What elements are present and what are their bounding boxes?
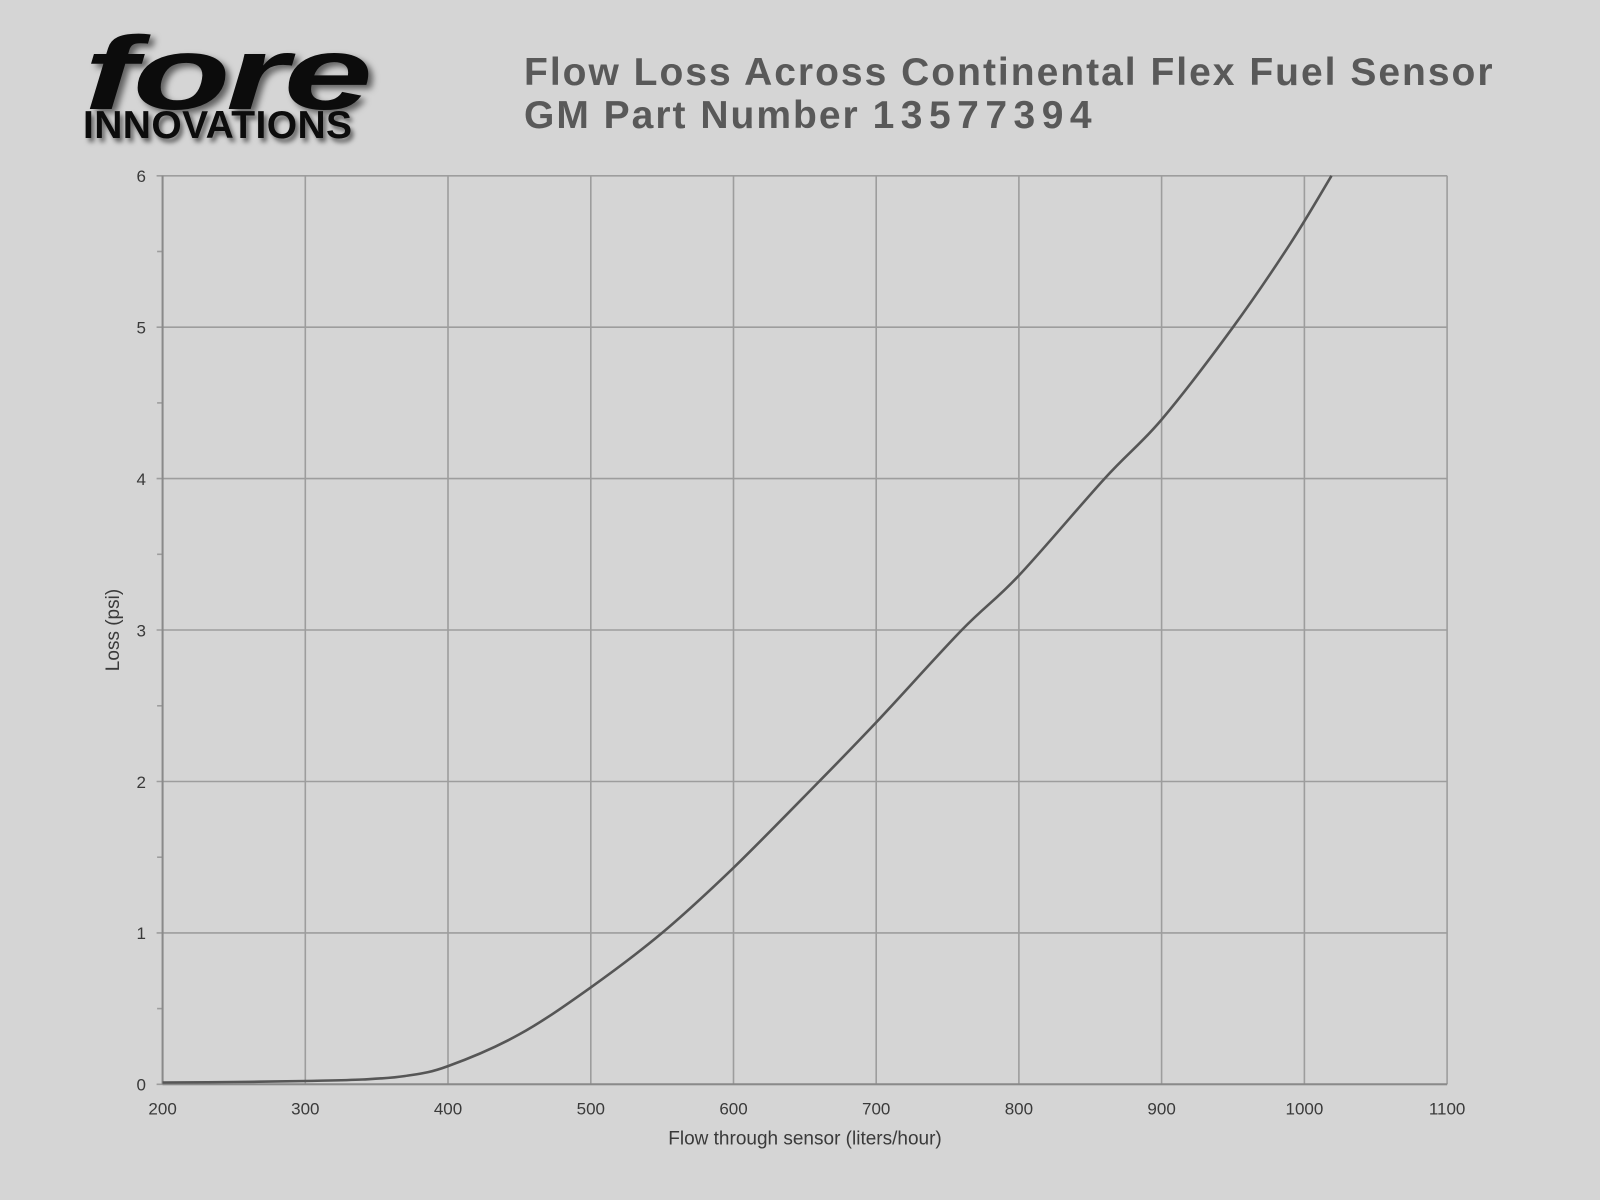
svg-text:400: 400 (434, 1100, 462, 1119)
svg-text:6: 6 (137, 167, 146, 186)
svg-text:Loss (psi): Loss (psi) (103, 589, 124, 671)
svg-text:3: 3 (137, 621, 146, 640)
svg-text:2: 2 (137, 773, 146, 792)
svg-text:800: 800 (1005, 1100, 1033, 1119)
svg-text:4: 4 (137, 470, 146, 489)
svg-text:1100: 1100 (1429, 1100, 1466, 1119)
svg-text:1: 1 (137, 924, 146, 943)
svg-text:600: 600 (719, 1100, 747, 1119)
svg-text:300: 300 (291, 1100, 319, 1119)
svg-text:700: 700 (862, 1100, 890, 1119)
svg-text:0: 0 (137, 1076, 146, 1095)
svg-text:900: 900 (1147, 1100, 1175, 1119)
svg-text:200: 200 (148, 1100, 176, 1119)
svg-text:5: 5 (137, 319, 146, 338)
svg-text:1000: 1000 (1285, 1100, 1323, 1119)
svg-text:500: 500 (577, 1100, 605, 1119)
svg-text:Flow through sensor (liters/ho: Flow through sensor (liters/hour) (668, 1129, 942, 1150)
